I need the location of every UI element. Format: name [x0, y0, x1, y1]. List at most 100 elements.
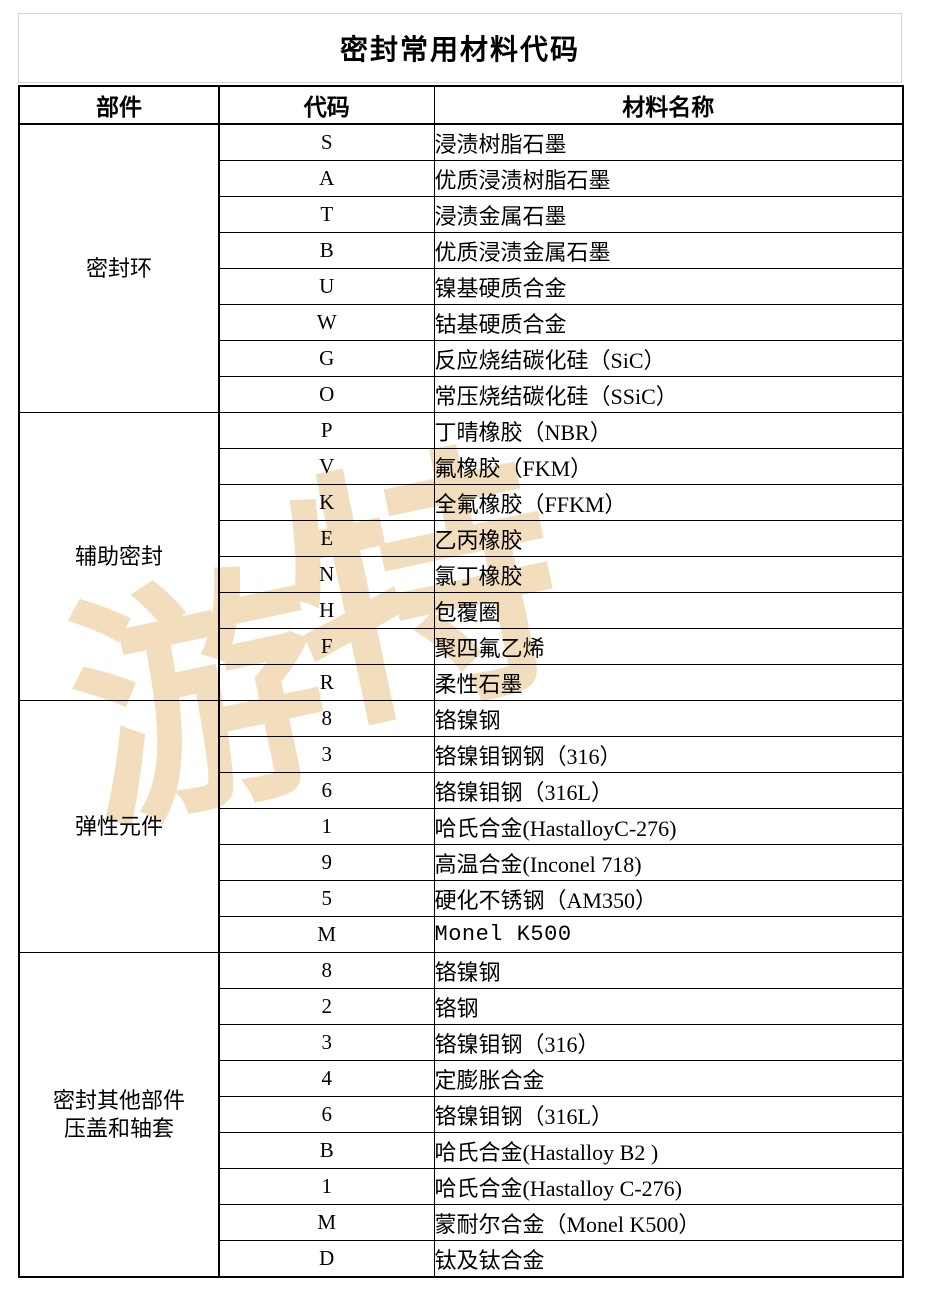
material-code-cell: 1 — [218, 1168, 435, 1205]
table-row: B 哈氏合金(Hastalloy B2 ) — [19, 1132, 904, 1169]
material-name-cell: 铬镍钢 — [433, 952, 904, 989]
table-row: 辅助密封 P 丁晴橡胶（NBR） — [18, 412, 904, 701]
material-name-cell: 全氟橡胶（FFKM） — [433, 484, 904, 521]
material-code-cell: G — [218, 340, 435, 377]
page-title: 密封常用材料代码 — [339, 35, 580, 66]
table-body: 密封环 S 浸渍树脂石墨 A 优质浸渍树脂石墨 T 浸渍金属石墨 B 优质浸渍金属石墨 U 镍基硬质… — [18, 123, 904, 1278]
material-name-cell: 铬镍钢 — [433, 700, 904, 737]
material-code-cell: M — [218, 916, 435, 953]
table-row: K 全氟橡胶（FFKM） — [19, 484, 904, 521]
table-row: 9 高温合金(Inconel 718) — [19, 844, 904, 881]
material-name-cell: 丁晴橡胶（NBR） — [433, 412, 904, 449]
table-row: 密封其他部件 压盖和轴套 8 铬镍钢 — [18, 952, 904, 1278]
table-row: 2 铬钢 — [19, 988, 904, 1025]
material-code-cell: O — [218, 376, 435, 413]
material-name-cell: 氟橡胶（FKM） — [433, 448, 904, 485]
material-name-cell: 柔性石墨 — [433, 664, 904, 701]
material-name-cell: 钛及钛合金 — [433, 1240, 904, 1278]
material-name-cell: 铬镍钼钢钢（316） — [433, 736, 904, 773]
material-code-cell: 6 — [218, 1096, 435, 1133]
material-name-cell: 铬镍钼钢（316L） — [433, 1096, 904, 1133]
material-name-cell: 哈氏合金(Hastalloy B2 ) — [433, 1132, 904, 1169]
material-name-cell: 钴基硬质合金 — [433, 304, 904, 341]
material-name-cell: 哈氏合金(Hastalloy C-276) — [433, 1168, 904, 1205]
material-name-cell: 蒙耐尔合金（Monel K500） — [433, 1204, 904, 1241]
material-name-cell: 反应烧结碳化硅（SiC） — [433, 340, 904, 377]
material-name-cell: 铬钢 — [433, 988, 904, 1025]
table-row: O 常压烧结碳化硅（SSiC） — [19, 376, 904, 413]
part-group-label: 弹性元件 — [18, 700, 220, 953]
material-name-cell: 优质浸渍金属石墨 — [433, 232, 904, 269]
material-code-cell: E — [218, 520, 435, 557]
material-code-cell: B — [218, 1132, 435, 1169]
material-code-cell: 6 — [218, 772, 435, 809]
table-row: 4 定膨胀合金 — [19, 1060, 904, 1097]
table-row: H 包覆圈 — [19, 592, 904, 629]
column-header-part: 部件 — [18, 85, 220, 125]
material-name-cell: 高温合金(Inconel 718) — [433, 844, 904, 881]
material-name-cell: 乙丙橡胶 — [433, 520, 904, 557]
material-code-cell: K — [218, 484, 435, 521]
table-row: 6 铬镍钼钢（316L） — [19, 772, 904, 809]
material-code-cell: F — [218, 628, 435, 665]
material-name-cell: 硬化不锈钢（AM350） — [433, 880, 904, 917]
column-header-name: 材料名称 — [433, 85, 904, 125]
material-code-cell: M — [218, 1204, 435, 1241]
table-row: N 氯丁橡胶 — [19, 556, 904, 593]
material-code-cell: 8 — [218, 952, 435, 989]
material-code-cell: 8 — [218, 700, 435, 737]
table-row: 6 铬镍钼钢（316L） — [19, 1096, 904, 1133]
material-name-cell: 优质浸渍树脂石墨 — [433, 160, 904, 197]
part-group-label: 辅助密封 — [18, 412, 220, 701]
material-name-cell: 氯丁橡胶 — [433, 556, 904, 593]
material-name-cell: 铬镍钼钢（316） — [433, 1024, 904, 1061]
part-group-label: 密封其他部件 压盖和轴套 — [18, 952, 220, 1278]
table-row: F 聚四氟乙烯 — [19, 628, 904, 665]
material-code-cell: 3 — [218, 1024, 435, 1061]
material-code-cell: A — [218, 160, 435, 197]
table-row: M 蒙耐尔合金（Monel K500） — [19, 1204, 904, 1241]
material-code-cell: 9 — [218, 844, 435, 881]
table-row: A 优质浸渍树脂石墨 — [19, 160, 904, 197]
material-name-cell: 浸渍树脂石墨 — [433, 123, 904, 161]
material-code-cell: P — [218, 412, 435, 449]
material-code-cell: H — [218, 592, 435, 629]
material-name-cell: 包覆圈 — [433, 592, 904, 629]
material-name-cell: 铬镍钼钢（316L） — [433, 772, 904, 809]
material-code-cell: 5 — [218, 880, 435, 917]
material-code-cell: V — [218, 448, 435, 485]
material-code-cell: R — [218, 664, 435, 701]
table-row: E 乙丙橡胶 — [19, 520, 904, 557]
table-row: 密封环 S 浸渍树脂石墨 — [18, 123, 904, 413]
part-group-label-line2: 压盖和轴套 — [63, 1115, 174, 1141]
material-name-cell: 聚四氟乙烯 — [433, 628, 904, 665]
material-name-cell: Monel K500 — [433, 916, 904, 953]
part-group-label: 密封环 — [18, 123, 220, 413]
document-title-cell: 密封常用材料代码 — [18, 13, 902, 83]
material-name-cell: 哈氏合金(HastalloyC-276) — [433, 808, 904, 845]
table-row: V 氟橡胶（FKM） — [19, 448, 904, 485]
table-header-row: 部件 代码 材料名称 — [18, 85, 904, 125]
material-code-cell: D — [218, 1240, 435, 1278]
material-code-cell: B — [218, 232, 435, 269]
material-code-cell: T — [218, 196, 435, 233]
part-group-label-line1: 密封其他部件 — [52, 1088, 185, 1113]
table-row: 弹性元件 8 铬镍钢 — [18, 700, 904, 953]
material-name-cell: 镍基硬质合金 — [433, 268, 904, 305]
material-code-cell: 1 — [218, 808, 435, 845]
material-code-cell: W — [218, 304, 435, 341]
material-name-cell: 浸渍金属石墨 — [433, 196, 904, 233]
column-header-code: 代码 — [218, 85, 435, 125]
material-code-cell: S — [218, 123, 435, 161]
material-name-cell: 常压烧结碳化硅（SSiC） — [433, 376, 904, 413]
material-code-cell: 3 — [218, 736, 435, 773]
material-code-cell: 4 — [218, 1060, 435, 1097]
material-code-cell: 2 — [218, 988, 435, 1025]
table-row: M Monel K500 — [19, 916, 904, 953]
table-row: R 柔性石墨 — [19, 664, 904, 701]
material-code-cell: N — [218, 556, 435, 593]
material-code-table: 部件 代码 材料名称 密封环 S 浸渍树脂石墨 A 优质浸渍树脂石墨 T 浸渍金属石墨 B 优质… — [18, 85, 904, 1278]
table-row: G 反应烧结碳化硅（SiC） — [19, 340, 904, 377]
table-row: 3 铬镍钼钢（316） — [19, 1024, 904, 1061]
